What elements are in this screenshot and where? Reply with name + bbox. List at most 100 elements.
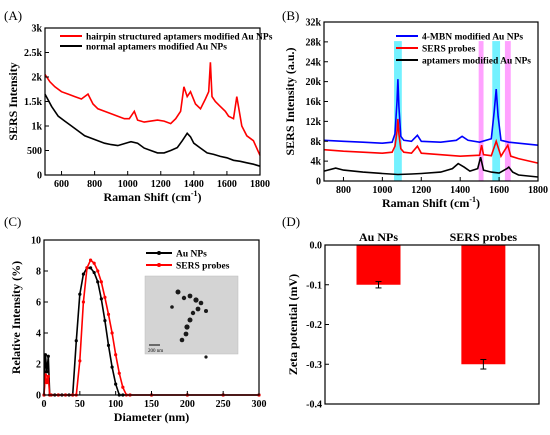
legend-label-1: SERS probes bbox=[176, 262, 230, 272]
x-tick-label: 300 bbox=[252, 399, 267, 410]
y-tick-label: -0.4 bbox=[306, 400, 322, 411]
category-label-1: SERS probes bbox=[450, 230, 518, 244]
series-line-0 bbox=[323, 79, 539, 146]
y-axis-label: Relative Intensity (%) bbox=[9, 261, 23, 374]
panel-c: (C) 0 50 100 150 200 250 300 0 2 4 6 8 10 Diameter (nm… bbox=[4, 214, 267, 424]
scale-bar-label: 200 nm bbox=[148, 349, 163, 354]
panel-d: (D) Au NPs SERS probes 0.0 -0.1 -0.2 -0.3 -0.4 Z… bbox=[282, 214, 540, 411]
highlight-band bbox=[478, 41, 484, 181]
tem-inset-image bbox=[144, 275, 239, 355]
x-tick-label: 250 bbox=[216, 399, 231, 410]
series-point bbox=[45, 370, 49, 374]
series-point bbox=[88, 266, 93, 270]
y-tick-label: 0 bbox=[316, 177, 321, 188]
y-tick-label: 8 bbox=[36, 267, 41, 278]
x-tick-label: 1000 bbox=[372, 185, 392, 196]
y-tick-label: 4 bbox=[36, 329, 41, 340]
y-tick-label: -0.2 bbox=[306, 320, 322, 331]
series-point bbox=[96, 280, 100, 284]
series-point bbox=[46, 374, 50, 378]
series-point bbox=[99, 280, 103, 284]
series-point bbox=[110, 331, 114, 335]
y-tick-label: -0.3 bbox=[306, 360, 322, 371]
series-point bbox=[78, 359, 82, 363]
legend-label-2: aptamers modified Au NPs bbox=[422, 57, 531, 67]
series-point bbox=[99, 297, 103, 301]
x-axis-label: Raman Shift (cm-1) bbox=[104, 189, 202, 204]
legend-marker-0 bbox=[157, 251, 161, 255]
series-point bbox=[110, 365, 114, 369]
panel-label: (A) bbox=[4, 8, 22, 23]
highlight-band bbox=[504, 41, 511, 181]
series-point bbox=[106, 343, 111, 347]
panel-a: (A) 600 800 1000 1200 1400 1600 1800 0 500 1k 1.5k 2… bbox=[4, 8, 273, 204]
series-point bbox=[96, 269, 100, 273]
x-tick-label: 1200 bbox=[411, 185, 431, 196]
series-line-1 bbox=[44, 93, 261, 167]
y-tick-label: 32k bbox=[305, 18, 321, 29]
nanoparticle-dot bbox=[181, 295, 187, 301]
nanoparticle-dot bbox=[183, 331, 189, 337]
panel-label: (B) bbox=[282, 8, 299, 23]
bar-0 bbox=[356, 245, 401, 285]
y-tick-label: 1.5k bbox=[24, 97, 43, 108]
nanoparticle-dot bbox=[195, 306, 201, 312]
nanoparticle-dot bbox=[175, 289, 181, 295]
legend-label-0: hairpin structured aptamers modified Au … bbox=[86, 33, 273, 43]
y-tick-label: 0.0 bbox=[310, 241, 323, 252]
y-tick-label: 10 bbox=[31, 236, 41, 247]
x-tick-label: 600 bbox=[54, 179, 69, 190]
y-tick-label: 24k bbox=[305, 57, 321, 68]
legend-label-0: Au NPs bbox=[176, 250, 207, 260]
x-tick-label: 1000 bbox=[118, 179, 138, 190]
y-tick-label: 500 bbox=[27, 146, 42, 157]
nanoparticle-dot bbox=[184, 324, 190, 330]
x-tick-label: 1800 bbox=[528, 185, 548, 196]
panel-label: (D) bbox=[282, 214, 300, 229]
y-tick-label: 2k bbox=[31, 73, 42, 84]
series-point bbox=[121, 385, 125, 389]
series-point bbox=[43, 353, 48, 357]
nanoparticle-dot bbox=[198, 300, 204, 306]
series-point bbox=[114, 353, 118, 357]
series-point bbox=[43, 373, 48, 377]
y-axis-label: SERS Intensity bbox=[6, 62, 20, 140]
series-point bbox=[81, 272, 86, 276]
y-tick-label: 4k bbox=[310, 157, 321, 168]
y-tick-label: 28k bbox=[305, 37, 321, 48]
y-tick-label: 6 bbox=[36, 298, 41, 309]
series-point bbox=[117, 371, 121, 375]
series-point bbox=[103, 319, 107, 323]
x-tick-label: 100 bbox=[108, 399, 123, 410]
x-tick-label: 800 bbox=[336, 185, 351, 196]
series-point bbox=[92, 270, 96, 275]
nanoparticle-dot bbox=[187, 317, 193, 323]
nanoparticle-dot bbox=[187, 293, 193, 299]
y-tick-label: 20k bbox=[305, 77, 321, 88]
highlight-band bbox=[492, 41, 501, 181]
x-tick-label: 1600 bbox=[489, 185, 509, 196]
x-tick-label: 0 bbox=[42, 399, 47, 410]
nanoparticle-dot bbox=[190, 310, 196, 316]
x-tick-label: 800 bbox=[87, 179, 102, 190]
y-tick-label: -0.1 bbox=[306, 280, 322, 291]
nanoparticle-dot bbox=[204, 309, 208, 313]
series-point bbox=[88, 258, 93, 262]
series-point bbox=[92, 261, 96, 265]
x-tick-label: 200 bbox=[180, 399, 195, 410]
y-axis-label: Zeta potential (mV) bbox=[286, 274, 300, 375]
y-tick-label: 12k bbox=[305, 117, 321, 128]
y-tick-label: 8k bbox=[310, 137, 321, 148]
y-tick-label: 0 bbox=[36, 391, 41, 402]
nanoparticle-dot bbox=[170, 305, 174, 309]
x-tick-label: 1400 bbox=[450, 185, 470, 196]
x-axis-label: Diameter (nm) bbox=[114, 410, 189, 424]
series-point bbox=[106, 312, 111, 316]
series-point bbox=[85, 266, 89, 270]
y-axis-label: SERS Intensity (a.u.) bbox=[283, 47, 297, 155]
series-line-2 bbox=[323, 157, 539, 178]
panel-label: (C) bbox=[4, 214, 21, 229]
y-tick-label: 0 bbox=[37, 171, 42, 182]
x-axis-label: Raman Shift (cm-1) bbox=[382, 195, 480, 210]
